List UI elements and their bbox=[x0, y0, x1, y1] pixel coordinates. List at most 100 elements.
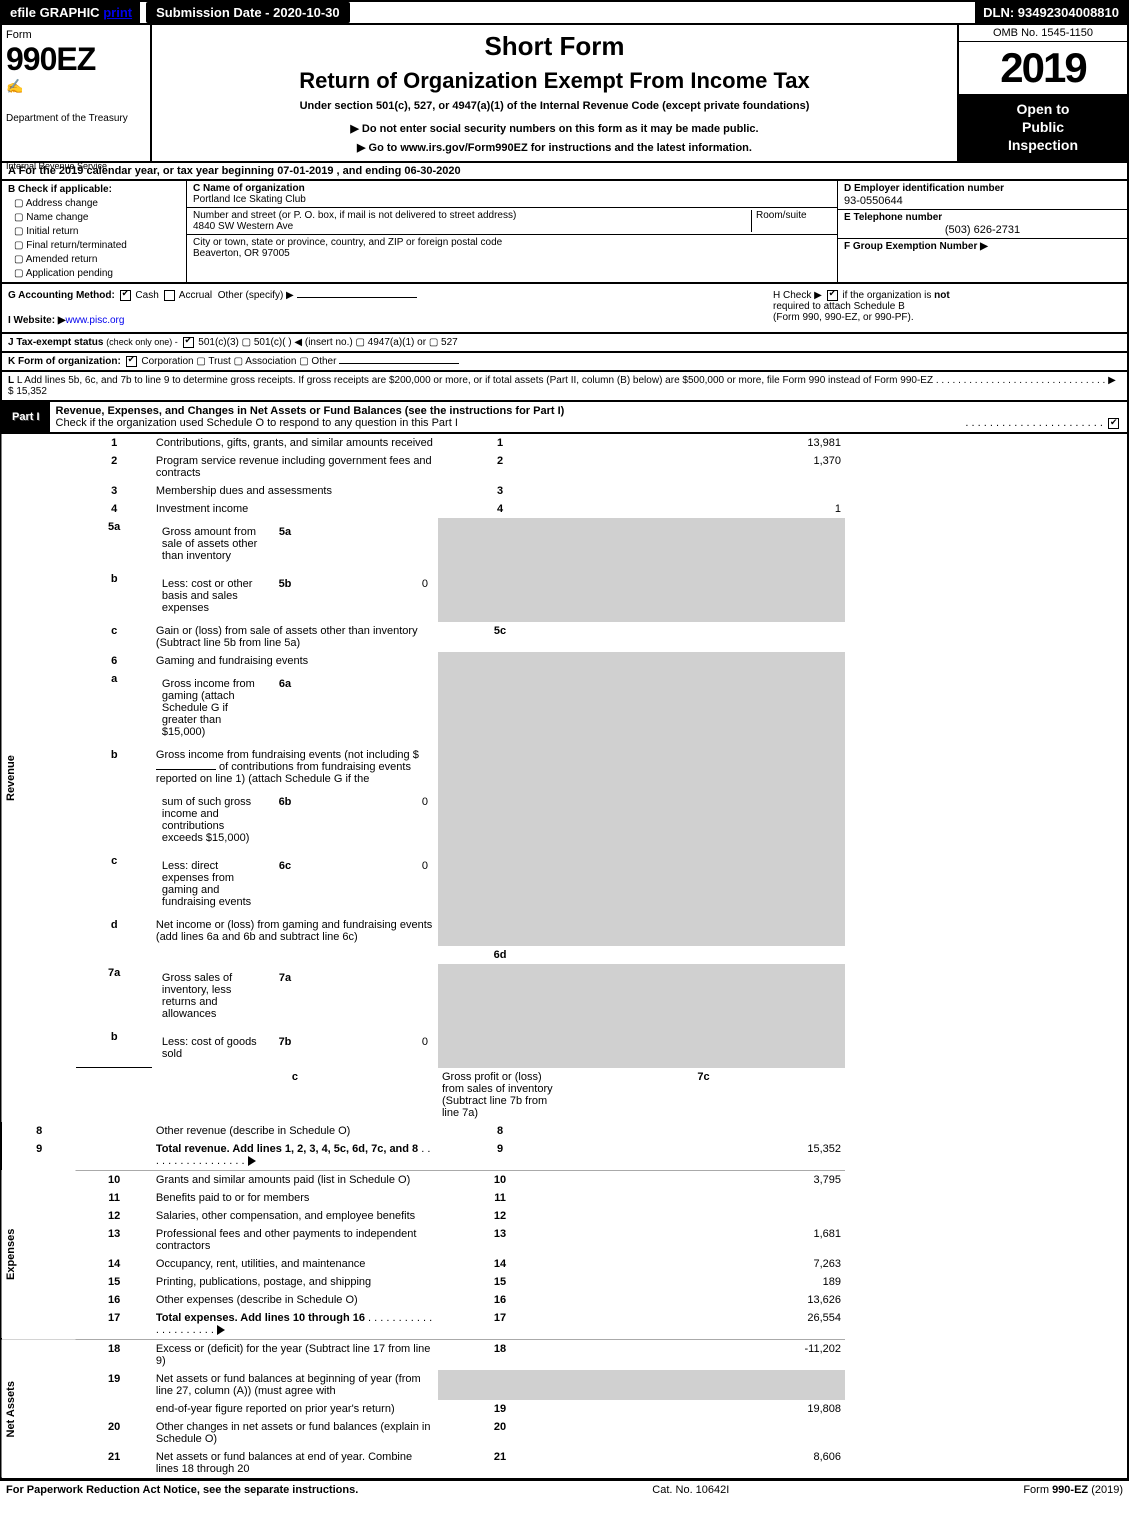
side-netassets: Net Assets bbox=[1, 1339, 76, 1479]
val-20 bbox=[562, 1418, 845, 1448]
chk-amended[interactable]: ▢ Amended return bbox=[14, 254, 180, 265]
omb-label: OMB No. 1545-1150 bbox=[959, 25, 1127, 42]
g-label: G Accounting Method: bbox=[8, 290, 115, 301]
chk-final[interactable]: ▢ Final return/terminated bbox=[14, 240, 180, 251]
val-12 bbox=[562, 1207, 845, 1225]
part1-tab: Part I bbox=[2, 407, 50, 427]
b-label: B Check if applicable: bbox=[8, 184, 112, 195]
val-11 bbox=[562, 1189, 845, 1207]
under-section: Under section 501(c), 527, or 4947(a)(1)… bbox=[160, 100, 949, 112]
chk-address[interactable]: ▢ Address change bbox=[14, 198, 180, 209]
footer-mid: Cat. No. 10642I bbox=[358, 1484, 1023, 1496]
val-5c bbox=[562, 622, 845, 652]
val-1: 13,981 bbox=[562, 434, 845, 452]
top-bar: efile GRAPHIC print Submission Date - 20… bbox=[0, 0, 1129, 25]
l-text: L Add lines 5b, 6c, and 7b to line 9 to … bbox=[17, 375, 933, 386]
footer-right: Form 990-EZ (2019) bbox=[1023, 1484, 1123, 1496]
chk-cash[interactable] bbox=[120, 290, 131, 301]
footer: For Paperwork Reduction Act Notice, see … bbox=[0, 1480, 1129, 1499]
val-7b: 0 bbox=[302, 1033, 432, 1063]
val-5a bbox=[302, 523, 432, 565]
info-block: B Check if applicable: ▢ Address change … bbox=[0, 181, 1129, 284]
val-18: -11,202 bbox=[562, 1339, 845, 1370]
val-6b: 0 bbox=[302, 793, 432, 847]
form-number: 990EZ bbox=[6, 41, 146, 78]
val-6d bbox=[562, 946, 845, 964]
val-14: 7,263 bbox=[562, 1255, 845, 1273]
d-label: D Employer identification number bbox=[844, 183, 1004, 194]
phone-val: (503) 626-2731 bbox=[844, 224, 1121, 236]
goto-label: ▶ Go to www.irs.gov/Form990EZ for instru… bbox=[357, 142, 752, 154]
k-label: K Form of organization: bbox=[8, 356, 121, 367]
city-val: Beaverton, OR 97005 bbox=[193, 248, 290, 259]
dln-label: DLN: 93492304008810 bbox=[975, 2, 1127, 23]
chk-pending[interactable]: ▢ Application pending bbox=[14, 268, 180, 279]
val-6a bbox=[302, 675, 432, 741]
val-7c bbox=[845, 1068, 1128, 1122]
val-19: 19,808 bbox=[562, 1400, 845, 1418]
val-17: 26,554 bbox=[562, 1309, 845, 1340]
val-2: 1,370 bbox=[562, 452, 845, 482]
k-row: K Form of organization: Corporation ▢ Tr… bbox=[0, 353, 1129, 372]
street-label: Number and street (or P. O. box, if mail… bbox=[193, 210, 516, 221]
insp-3: Inspection bbox=[1008, 137, 1078, 153]
val-21: 8,606 bbox=[562, 1448, 845, 1479]
val-10: 3,795 bbox=[562, 1170, 845, 1189]
street-val: 4840 SW Western Ave bbox=[193, 221, 293, 232]
ein-val: 93-0550644 bbox=[844, 195, 1121, 207]
i-label: I Website: ▶ bbox=[8, 315, 66, 326]
part1-header: Part I Revenue, Expenses, and Changes in… bbox=[0, 402, 1129, 434]
efile-label: efile GRAPHIC print bbox=[2, 2, 140, 23]
f-label: F Group Exemption Number ▶ bbox=[844, 241, 988, 252]
side-expenses: Expenses bbox=[1, 1170, 76, 1339]
inspection-box: Open to Public Inspection bbox=[959, 94, 1127, 161]
insp-2: Public bbox=[1022, 119, 1064, 135]
no-ssn-text: ▶ Do not enter social security numbers o… bbox=[160, 122, 949, 135]
chk-corp[interactable] bbox=[126, 356, 137, 367]
part1-title: Revenue, Expenses, and Changes in Net As… bbox=[50, 402, 1127, 432]
j-row: J Tax-exempt status (check only one) - 5… bbox=[0, 334, 1129, 353]
chk-accrual[interactable] bbox=[164, 290, 175, 301]
g-col: G Accounting Method: Cash Accrual Other … bbox=[2, 284, 767, 332]
dept-label: Department of the Treasury bbox=[6, 113, 146, 124]
city-label: City or town, state or province, country… bbox=[193, 237, 502, 248]
form-header: Form 990EZ ✍ Department of the Treasury … bbox=[0, 25, 1129, 163]
insp-1: Open to bbox=[1017, 101, 1070, 117]
return-title: Return of Organization Exempt From Incom… bbox=[160, 68, 949, 94]
val-8 bbox=[562, 1122, 845, 1140]
val-4: 1 bbox=[562, 500, 845, 518]
goto-text: ▶ Go to www.irs.gov/Form990EZ for instru… bbox=[160, 141, 949, 154]
val-7a bbox=[302, 969, 432, 1023]
org-name: Portland Ice Skating Club bbox=[193, 194, 306, 205]
j-label: J Tax-exempt status bbox=[8, 337, 103, 348]
print-link[interactable]: print bbox=[103, 5, 132, 20]
website-link[interactable]: www.pisc.org bbox=[66, 315, 125, 326]
chk-initial[interactable]: ▢ Initial return bbox=[14, 226, 180, 237]
chk-h[interactable] bbox=[827, 290, 838, 301]
e-label: E Telephone number bbox=[844, 212, 942, 223]
submission-date: Submission Date - 2020-10-30 bbox=[146, 2, 350, 23]
chk-part1-o[interactable] bbox=[1108, 418, 1119, 429]
val-16: 13,626 bbox=[562, 1291, 845, 1309]
chk-501c3[interactable] bbox=[183, 337, 194, 348]
header-left: Form 990EZ ✍ Department of the Treasury … bbox=[2, 25, 152, 161]
efile-text: efile GRAPHIC bbox=[10, 5, 100, 20]
tax-year: 2019 bbox=[959, 42, 1127, 94]
val-6c: 0 bbox=[302, 857, 432, 911]
val-5b: 0 bbox=[302, 575, 432, 617]
short-form-title: Short Form bbox=[160, 31, 949, 62]
form-label: Form bbox=[6, 29, 146, 41]
ln-1: 1 bbox=[76, 434, 151, 452]
section-c: C Name of organization Portland Ice Skat… bbox=[187, 181, 837, 282]
row-a: A For the 2019 calendar year, or tax yea… bbox=[0, 163, 1129, 181]
footer-left: For Paperwork Reduction Act Notice, see … bbox=[6, 1484, 358, 1496]
l-row: L L Add lines 5b, 6c, and 7b to line 9 t… bbox=[0, 372, 1129, 402]
chk-name[interactable]: ▢ Name change bbox=[14, 212, 180, 223]
val-15: 189 bbox=[562, 1273, 845, 1291]
lines-table: Revenue 1 Contributions, gifts, grants, … bbox=[0, 434, 1129, 1480]
irs-label: Internal Revenue Service bbox=[6, 161, 107, 171]
c-name-label: C Name of organization bbox=[193, 183, 305, 194]
right-info: D Employer identification number 93-0550… bbox=[837, 181, 1127, 282]
val-13: 1,681 bbox=[562, 1225, 845, 1255]
gh-row: G Accounting Method: Cash Accrual Other … bbox=[0, 284, 1129, 334]
